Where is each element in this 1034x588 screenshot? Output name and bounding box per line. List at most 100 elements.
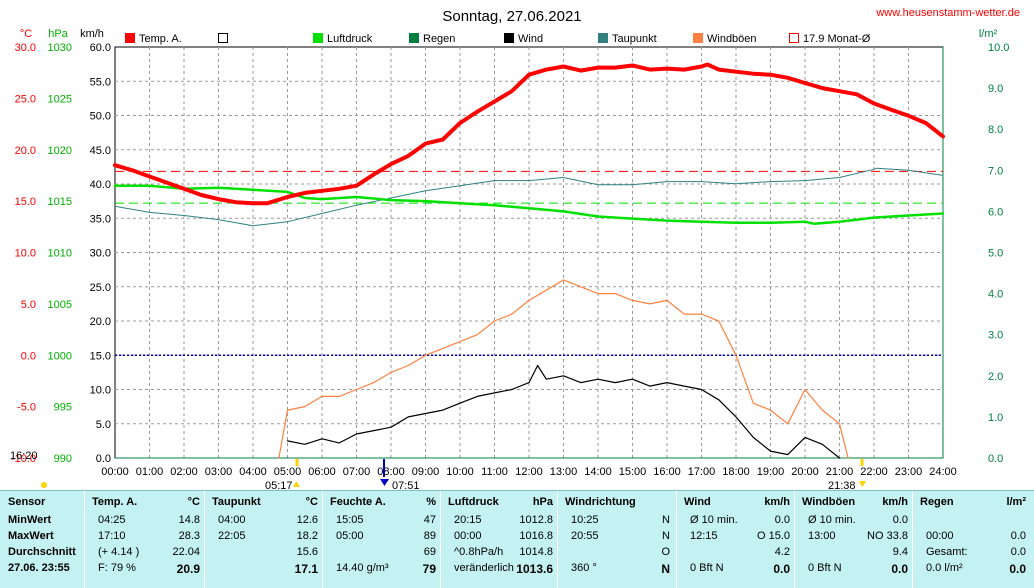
temp-row-label: 17:10 [98,530,126,542]
legend-swatch [693,33,703,43]
series-line-temp-a- [113,62,945,206]
legend-swatch [313,33,323,43]
series-line-taupunkt [114,167,944,227]
wind-tick-label: 20.0 [90,316,111,328]
humidity-row-value: 89 [423,530,436,542]
temp-tick-label: 0.0 [21,350,36,362]
x-tick-label: 09:00 [412,466,440,478]
table-divider [794,491,795,588]
wind-tick-label: 0.0 [96,453,111,465]
wind-unit: km/h [764,496,790,508]
wind-direction-row-label: 360 ° [571,562,597,574]
noon-label: 07:51 [392,480,420,490]
rain-row-label: Gesamt: [926,546,968,558]
x-tick-label: 16:00 [653,466,681,478]
dewpoint-row-value: 15.6 [296,546,318,558]
wind-row-value: O 15.0 [756,530,790,542]
sensor-row-label: MaxWert [8,530,54,542]
legend-label: Windböen [707,33,757,45]
sunrise-marker [293,481,300,487]
rain-tick-label: 5.0 [988,248,1003,260]
pressure-row-value: 1013.6 [516,562,553,576]
x-tick-label: 02:00 [170,466,198,478]
rain-tick-label: 2.0 [988,371,1003,383]
x-tick-label: 07:00 [343,466,371,478]
temp-row-label: 04:25 [98,514,126,526]
x-tick-label: 05:00 [274,466,302,478]
legend-label: Temp. A. [139,33,182,45]
x-tick-label: 13:00 [550,466,578,478]
wind-tick-label: 15.0 [90,350,111,362]
gust-row-label: 13:00 [808,530,836,542]
sensor-header: Sensor [8,496,46,508]
site-url: www.heusenstamm-wetter.de [875,7,1020,19]
pressure-tick-label: 1015 [48,196,72,208]
wind-tick-label: 60.0 [90,42,111,54]
sensor-row-label: 27.06. 23:55 [8,562,70,574]
x-tick-label: 23:00 [895,466,923,478]
rain-tick-label: 8.0 [988,124,1003,136]
wind-tick-label: 45.0 [90,145,111,157]
rain-tick-label: 4.0 [988,289,1003,301]
wind-row-label: 0 Bft N [690,562,724,574]
sunset-marker [859,481,866,487]
x-tick-label: 15:00 [619,466,647,478]
series-line-windb-en [278,279,849,459]
temp-tick-label: 5.0 [21,299,36,311]
sensor-row-label: Durchschnitt [8,546,76,558]
gust-unit: km/h [882,496,908,508]
wind-axis-label: km/h [80,28,104,40]
pressure-unit: hPa [532,496,553,508]
temp-tick-label: -5.0 [17,402,36,414]
temp-tick-label: 15.0 [15,196,36,208]
legend-label: Wind [518,33,543,45]
reference-lines [115,170,943,356]
humidity-row-label: 14.40 g/m³ [336,562,389,574]
legend-label: Regen [423,33,455,45]
pressure-row-label: 20:15 [454,514,482,526]
x-tick-label: 04:00 [239,466,267,478]
temp-tick-label: -10.0 [11,453,36,465]
table-divider [440,491,441,588]
gust-row-value: 9.4 [892,546,908,558]
legend-swatch [409,33,419,43]
pressure-tick-label: 1025 [48,93,72,105]
humidity-row-value: 47 [423,514,436,526]
legend-label: Luftdruck [327,33,373,45]
rain-unit: l/m² [1006,496,1026,508]
legend-label: Taupunkt [612,33,657,45]
legend: Temp. A. Luftdruck Regen Wind Taupunkt Windbö… [125,33,871,45]
rain-tick-label: 10.0 [988,42,1009,54]
x-tick-label: 12:00 [515,466,543,478]
legend-swatch [598,33,608,43]
pressure-row-value: 1016.8 [519,530,553,542]
x-tick-label: 18:00 [722,466,750,478]
pressure-row-label: ^0.8hPa/h [454,546,504,558]
x-tick-label: 00:00 [101,466,129,478]
noon-marker [380,479,389,486]
rain-row-value: 0.0 [1010,530,1026,542]
pressure-header: Luftdruck [448,496,499,508]
temp-header: Temp. A. [92,496,138,508]
legend-swatch [125,33,135,43]
x-tick-label: 01:00 [136,466,164,478]
humidity-row-label: 05:00 [336,530,364,542]
wind-row-value: 0.0 [773,562,790,576]
wind-direction-row-value: O [661,546,670,558]
rain-tick-label: 0.0 [988,453,1003,465]
gust-header: Windböen [802,496,856,508]
wind-direction-row-value: N [662,514,670,526]
temp-tick-label: 10.0 [15,248,36,260]
dewpoint-row-value: 18.2 [296,530,318,542]
pressure-axis-label: hPa [48,28,68,40]
rain-tick-label: 3.0 [988,330,1003,342]
rain-tick-label: 7.0 [988,165,1003,177]
temp-row-value: 22.04 [172,546,200,558]
dewpoint-unit: °C [305,496,318,508]
dewpoint-row-label: 04:00 [218,514,246,526]
table-divider [676,491,677,588]
wind-tick-label: 10.0 [90,385,111,397]
temp-tick-label: 20.0 [15,145,36,157]
rain-tick-label: 6.0 [988,206,1003,218]
temp-tick-label: 30.0 [15,42,36,54]
